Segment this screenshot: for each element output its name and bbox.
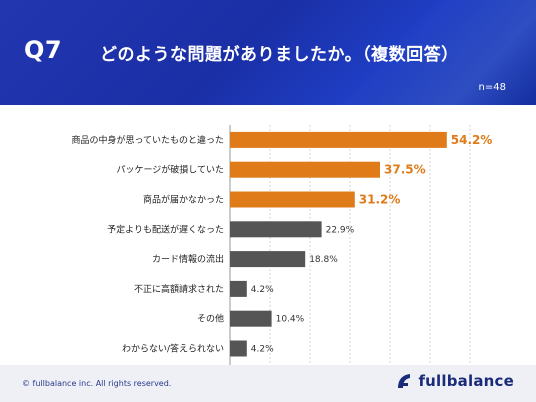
category-label: 商品の中身が思っていたものと違った [71,134,224,146]
bar [230,251,306,268]
value-label: 22.9% [326,225,355,235]
sample-size: n=48 [478,82,506,93]
bar [230,221,322,238]
value-label: 54.2% [451,133,493,147]
category-label: その他 [197,313,224,325]
question-number: Q7 [24,36,63,64]
logo-text: fullbalance [418,372,514,390]
bar [230,340,247,357]
category-label: わからない/答えられない [122,343,224,355]
category-label: 予定よりも配送が遅くなった [107,223,224,235]
category-label: 商品が届かなかった [143,194,224,206]
bar [230,280,247,297]
footer: © fullbalance inc. All rights reserved. … [0,365,536,402]
value-label: 4.2% [251,285,274,295]
bar [230,131,447,148]
value-label: 37.5% [384,163,426,177]
fullbalance-logo-icon [395,372,413,390]
value-label: 4.2% [251,345,274,355]
company-logo: fullbalance [395,372,514,390]
category-label: 不正に高額請求された [134,283,224,295]
bar-chart: 商品の中身が思っていたものと違った 54.2% パッケージが破損していた 37.5% 商… [71,125,493,365]
bar [230,310,272,327]
value-label: 18.8% [309,255,338,265]
value-label: 31.2% [359,193,401,207]
category-label: カード情報の流出 [152,253,224,265]
category-label: パッケージが破損していた [116,164,224,176]
value-label: 10.4% [276,315,305,325]
header-banner: Q7 どのような問題がありましたか。（複数回答） n=48 [0,0,536,105]
bar [230,161,380,178]
bar [230,191,355,208]
copyright-text: © fullbalance inc. All rights reserved. [22,379,172,388]
question-text: どのような問題がありましたか。（複数回答） [100,45,459,65]
